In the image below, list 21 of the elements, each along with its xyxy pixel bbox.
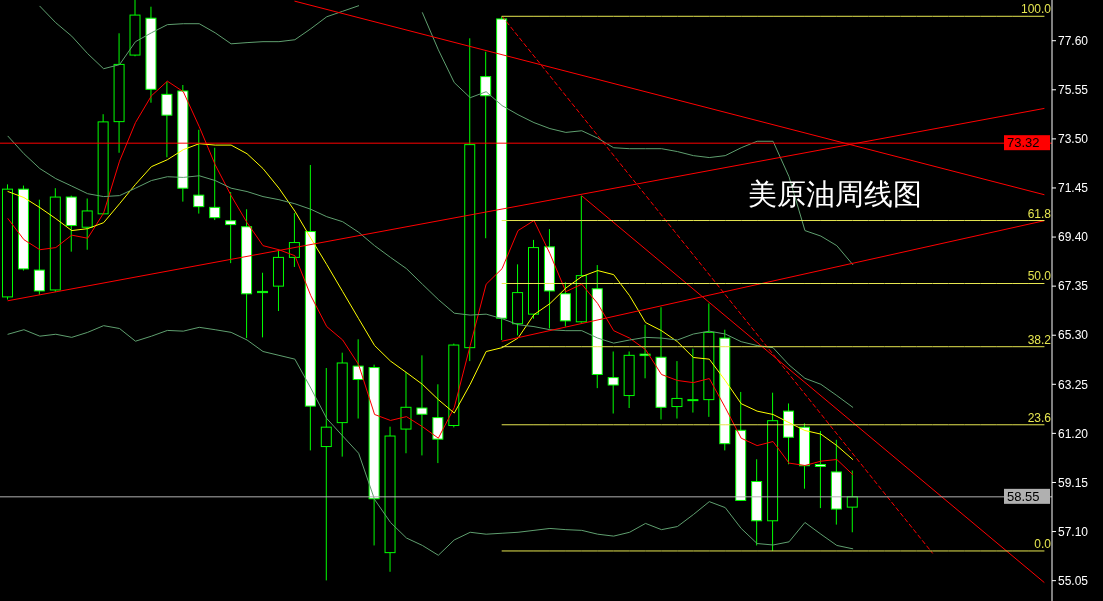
y-tick-label: 67.35: [1058, 279, 1089, 294]
y-tick-label: 77.60: [1058, 33, 1089, 48]
y-tick-label: 71.45: [1058, 181, 1089, 196]
ref-line-label: 73.32: [1007, 135, 1040, 151]
series-label: 38.2: [1027, 332, 1052, 347]
series-label: 23.6: [1027, 410, 1052, 425]
y-tick-label: 57.10: [1058, 524, 1089, 539]
text: 美原油周线图: [748, 177, 922, 211]
y-tick-label: 65.30: [1058, 328, 1089, 343]
y-tick-label: 75.55: [1058, 83, 1089, 98]
y-tick-label: 63.25: [1058, 377, 1089, 392]
y-tick-label: 69.40: [1058, 230, 1089, 245]
y-tick-label: 61.20: [1058, 426, 1089, 441]
y-tick-label: 59.15: [1058, 475, 1089, 490]
ref-line-label: 58.55: [1007, 488, 1040, 504]
y-tick-label: 55.05: [1058, 573, 1089, 588]
series-label: 0.0: [1034, 536, 1052, 551]
series-label: 100.0: [1021, 2, 1052, 17]
series-label: 61.8: [1027, 206, 1052, 221]
y-tick-label: 73.50: [1058, 132, 1089, 147]
series-label: 50.0: [1027, 269, 1052, 284]
